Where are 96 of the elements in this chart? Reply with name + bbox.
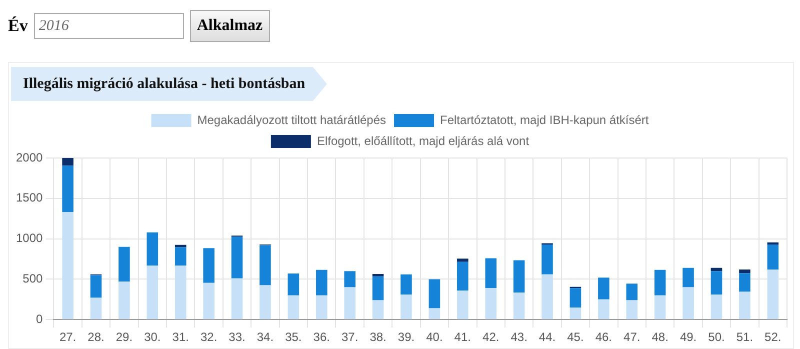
x-tick-label: 34.: [256, 330, 274, 344]
x-tick-label: 46.: [595, 330, 612, 344]
x-tick-label: 41.: [454, 330, 471, 344]
x-tick-label: 40.: [426, 330, 443, 344]
bar: [400, 294, 412, 320]
apply-button: Alkalmaz: [190, 10, 270, 42]
bar: [767, 270, 779, 320]
bar: [428, 308, 440, 320]
bar: [146, 232, 158, 266]
bar: [626, 300, 638, 320]
bar: [344, 287, 356, 320]
bar: [400, 274, 412, 295]
x-tick-label: 39.: [398, 330, 415, 344]
bar: [682, 268, 694, 288]
x-tick-label: 38.: [370, 330, 386, 344]
bar: [62, 212, 74, 320]
bar: [90, 298, 102, 320]
bar: [626, 284, 638, 300]
bar: [710, 268, 722, 272]
bar: [542, 244, 553, 274]
bar: [174, 244, 186, 248]
legend-label: Feltartóztatott, majd IBH-kapun átkísért: [440, 112, 650, 127]
bar: [485, 258, 496, 288]
bar: [90, 275, 102, 298]
x-tick-label: 50.: [708, 330, 725, 344]
bar: [316, 295, 328, 320]
x-tick-label: 35.: [285, 330, 302, 344]
x-tick-label: 30.: [144, 330, 161, 344]
x-tick-label: 47.: [624, 330, 640, 344]
x-tick-label: 45.: [567, 330, 584, 344]
bar: [62, 158, 74, 166]
x-tick-label: 36.: [313, 330, 330, 344]
bar: [739, 270, 750, 274]
bar: [598, 299, 610, 320]
bar: [542, 274, 553, 320]
y-tick-label: 1500: [16, 190, 44, 205]
bar: [203, 248, 214, 283]
y-tick-label: 0: [36, 312, 44, 326]
x-tick-label: 42.: [482, 330, 500, 344]
bar: [570, 288, 582, 308]
bar: [344, 271, 356, 288]
bar: [372, 276, 384, 300]
year-field: 2016: [34, 13, 184, 39]
bar: [654, 270, 666, 296]
x-tick-label: 27.: [59, 330, 76, 344]
bar: [457, 258, 468, 262]
bar: [260, 245, 271, 286]
x-tick-label: 33.: [228, 330, 246, 344]
bar: [767, 244, 779, 270]
bar: [739, 292, 750, 320]
bar: [288, 295, 300, 320]
bar: [316, 270, 328, 296]
x-tick-label: 37.: [341, 330, 358, 344]
bar: [739, 273, 750, 292]
y-tick-label: 1000: [16, 231, 44, 246]
x-tick-label: 31.: [172, 330, 189, 344]
bar: [428, 279, 440, 308]
x-tick-label: 51.: [736, 330, 754, 344]
x-tick-label: 28.: [88, 330, 104, 344]
legend-label: Megakadályozott tiltott határátlépés: [197, 112, 386, 127]
bar: [372, 300, 384, 320]
bar: [231, 236, 243, 278]
bar: [598, 278, 610, 300]
bar: [513, 292, 525, 320]
bar: [146, 265, 158, 320]
bar: [570, 307, 582, 320]
x-tick-label: 43.: [510, 330, 528, 344]
bar: [457, 262, 468, 291]
x-tick-label: 29.: [116, 330, 133, 344]
bar: [174, 247, 186, 266]
x-tick-label: 44.: [538, 330, 556, 344]
x-tick-label: 48.: [652, 330, 668, 344]
bar: [288, 274, 300, 296]
y-tick-label: 500: [22, 272, 44, 286]
bar: [174, 265, 186, 320]
bar: [513, 260, 525, 293]
bar: [231, 278, 243, 320]
x-tick-label: 32.: [200, 330, 218, 344]
bar: [203, 282, 214, 320]
bar: [457, 290, 468, 320]
y-tick-label: 2000: [16, 150, 44, 164]
bar: [710, 271, 722, 295]
x-tick-label: 52.: [764, 330, 782, 344]
bar: [118, 282, 130, 320]
bar: [682, 287, 694, 320]
bar: [62, 166, 74, 212]
bar: [372, 274, 384, 276]
bar: [485, 288, 496, 320]
chart-title: Illegális migráció alakulása - heti bontásban: [11, 67, 314, 101]
bar: [118, 246, 130, 282]
legend-label: Elfogott, előállított, majd eljárás alá vont: [316, 134, 530, 148]
x-tick-label: 49.: [680, 330, 697, 344]
bar: [710, 294, 722, 320]
bar: [654, 295, 666, 320]
bar: [260, 285, 271, 320]
text: Év: [8, 16, 28, 36]
